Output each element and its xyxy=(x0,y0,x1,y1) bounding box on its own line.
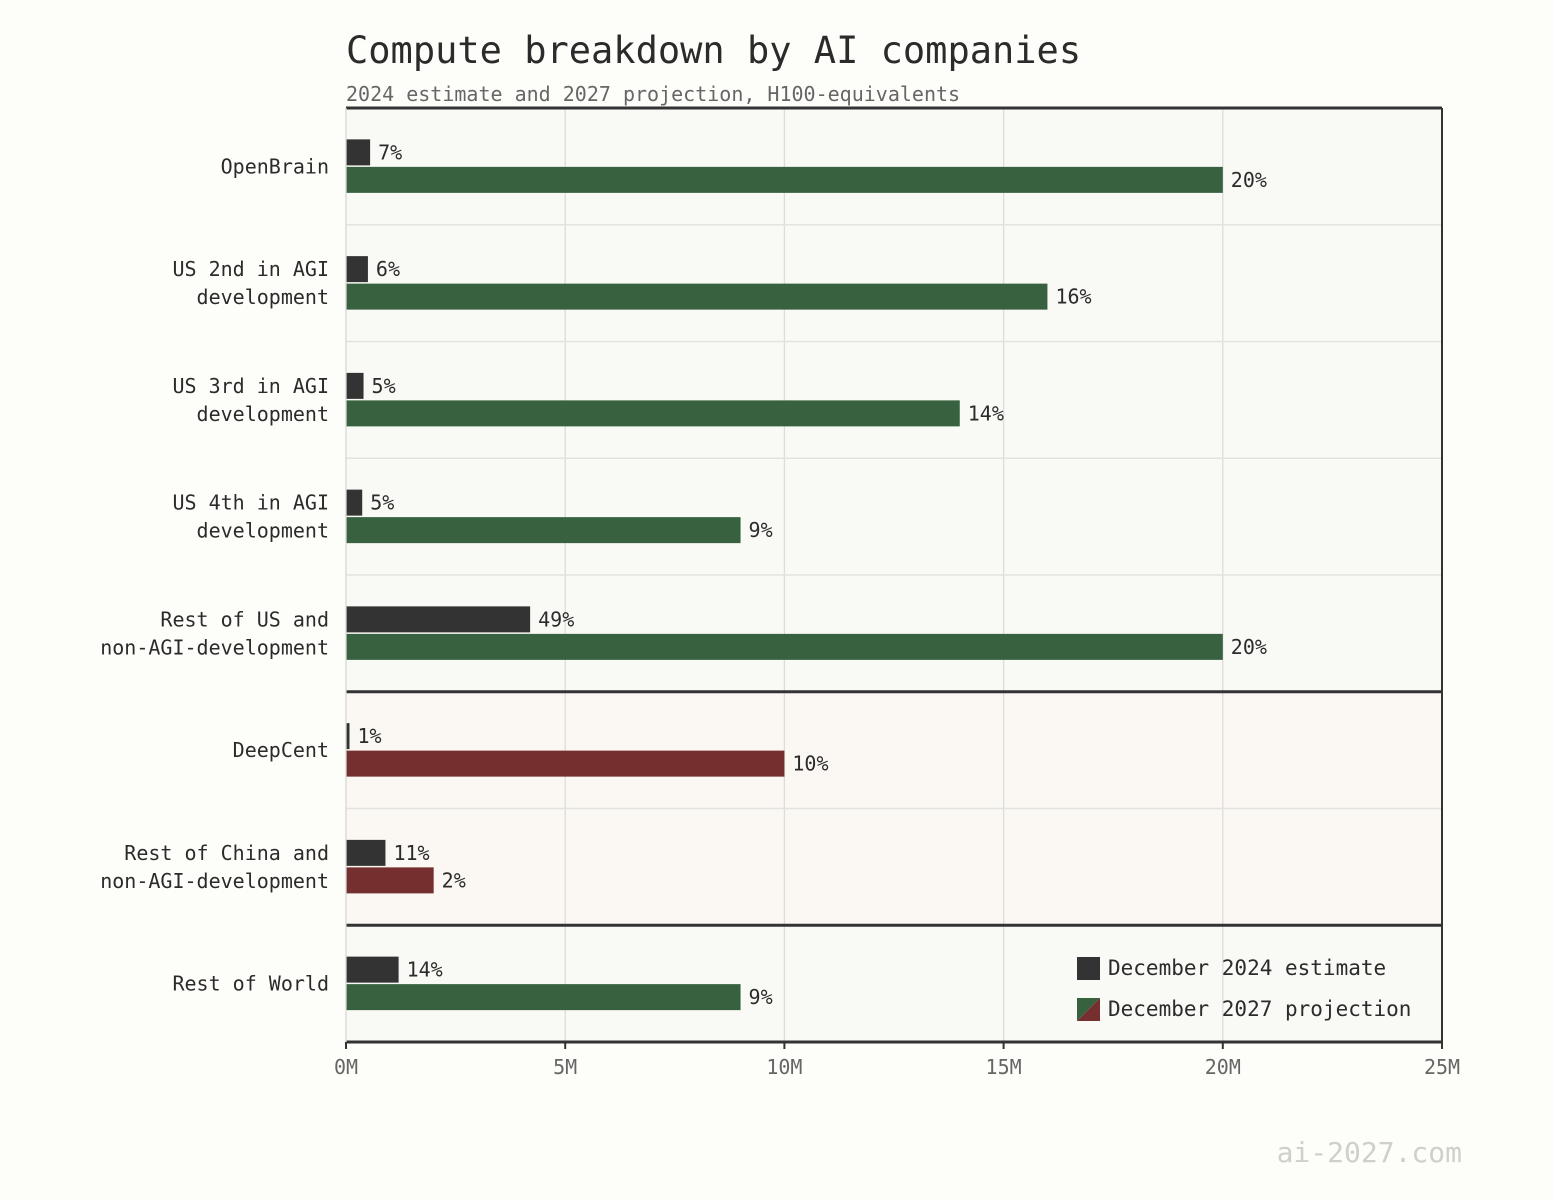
bar-2027-2 xyxy=(346,400,960,427)
x-tick-labels: 0M 5M 10M 15M 20M 25M xyxy=(334,1055,1460,1079)
category-label-4-0: Rest of US and xyxy=(160,607,329,631)
data-label-2024-3: 5% xyxy=(370,491,394,515)
bar-2027-3 xyxy=(346,517,741,544)
category-label-1-0: US 2nd in AGI xyxy=(172,257,329,281)
category-label-6-0: Rest of China and xyxy=(124,841,329,865)
data-label-2027-6: 2% xyxy=(442,868,466,892)
group-background-0 xyxy=(346,108,1442,692)
data-labels: 7% 20% 6% 16% 5% 14% 5% 9% 49% 20% 1% 10% 11% 2% 14% 9% xyxy=(358,140,1267,1009)
bar-2027-6 xyxy=(346,867,434,894)
category-label-6-1: non-AGI-development xyxy=(100,869,329,893)
data-label-2024-6: 11% xyxy=(393,841,429,865)
bar-2027-4 xyxy=(346,633,1223,660)
legend-label-estimate: December 2024 estimate xyxy=(1108,956,1386,980)
x-tick-label-5: 25M xyxy=(1424,1055,1460,1079)
chart-subtitle: 2024 estimate and 2027 projection, H100-… xyxy=(346,82,960,106)
x-tick-label-2: 10M xyxy=(766,1055,802,1079)
bar-2027-0 xyxy=(346,166,1223,193)
x-tick-label-1: 5M xyxy=(553,1055,577,1079)
legend-swatch-projection xyxy=(1077,998,1100,1021)
data-label-2024-2: 5% xyxy=(372,374,396,398)
category-label-2-1: development xyxy=(197,402,329,426)
bar-2024-4 xyxy=(346,606,531,633)
x-tick-label-3: 15M xyxy=(986,1055,1022,1079)
bar-2027-1 xyxy=(346,283,1048,310)
data-label-2024-7: 14% xyxy=(407,958,443,982)
category-label-2-0: US 3rd in AGI xyxy=(172,374,329,398)
category-label-4-1: non-AGI-development xyxy=(100,635,329,659)
category-labels: OpenBrain US 2nd in AGI development US 3rd … xyxy=(100,154,329,995)
watermark: ai-2027.com xyxy=(1277,1136,1462,1169)
data-label-2024-0: 7% xyxy=(378,140,402,164)
category-label-0-0: OpenBrain xyxy=(221,154,329,178)
bars xyxy=(346,139,1223,1011)
category-label-7-0: Rest of World xyxy=(172,972,329,996)
legend-label-projection: December 2027 projection xyxy=(1108,997,1411,1021)
category-label-1-1: development xyxy=(197,285,329,309)
row-separators xyxy=(346,224,1442,927)
chart-title: Compute breakdown by AI companies xyxy=(346,29,1081,72)
axes xyxy=(345,106,1443,1049)
x-tick-label-0: 0M xyxy=(334,1055,358,1079)
data-label-2027-7: 9% xyxy=(749,985,773,1009)
data-label-2027-4: 20% xyxy=(1231,635,1267,659)
data-label-2024-4: 49% xyxy=(538,607,574,631)
data-label-2027-5: 10% xyxy=(792,752,828,776)
category-label-3-1: development xyxy=(197,519,329,543)
bar-2024-0 xyxy=(346,139,371,166)
data-label-2027-0: 20% xyxy=(1231,168,1267,192)
data-label-2024-5: 1% xyxy=(358,724,382,748)
group-background-2 xyxy=(346,925,1442,1042)
data-label-2027-3: 9% xyxy=(749,518,773,542)
category-label-3-0: US 4th in AGI xyxy=(172,491,329,515)
bar-2024-6 xyxy=(346,839,386,866)
bar-2027-7 xyxy=(346,984,741,1011)
bar-2024-7 xyxy=(346,956,399,983)
bar-2024-5 xyxy=(346,723,350,750)
legend: December 2024 estimate December 2027 pro… xyxy=(1077,956,1411,1021)
bar-2027-5 xyxy=(346,750,785,777)
bar-2024-1 xyxy=(346,256,368,283)
bar-2024-2 xyxy=(346,372,364,399)
data-label-2024-1: 6% xyxy=(376,257,400,281)
data-label-2027-2: 14% xyxy=(968,401,1004,425)
bar-2024-3 xyxy=(346,489,363,516)
category-label-5-0: DeepCent xyxy=(233,738,329,762)
legend-swatch-estimate xyxy=(1077,957,1100,980)
x-tick-label-4: 20M xyxy=(1205,1055,1241,1079)
data-label-2027-1: 16% xyxy=(1055,285,1091,309)
